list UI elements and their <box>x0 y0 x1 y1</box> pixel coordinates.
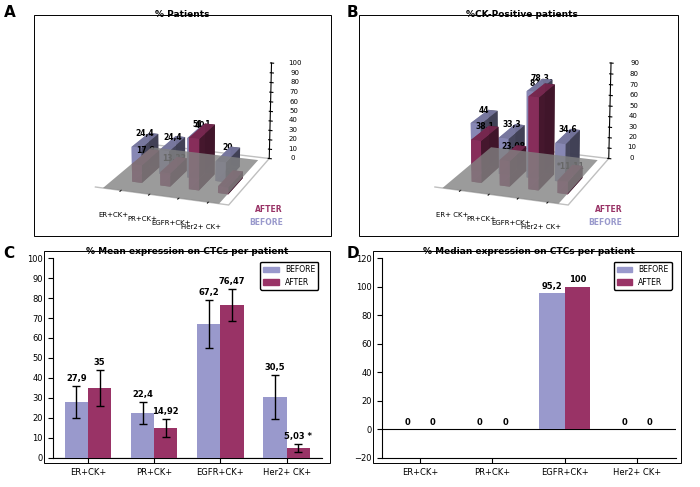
Text: 0: 0 <box>502 418 508 427</box>
Text: 0: 0 <box>622 418 627 427</box>
Bar <box>131 413 154 458</box>
Title: %CK-Positive patients: %CK-Positive patients <box>466 10 578 19</box>
Legend: BEFORE, AFTER: BEFORE, AFTER <box>614 262 672 290</box>
Text: A: A <box>4 5 15 20</box>
Title: % Mean expression on CTCs per patient: % Mean expression on CTCs per patient <box>86 247 288 256</box>
Text: 67,2: 67,2 <box>198 288 219 297</box>
Text: 35: 35 <box>94 358 105 367</box>
Text: BEFORE: BEFORE <box>588 218 622 227</box>
Bar <box>539 294 565 429</box>
Bar <box>88 388 111 458</box>
Bar <box>565 287 590 429</box>
Text: 0: 0 <box>477 418 482 427</box>
Text: 5,03 *: 5,03 * <box>284 432 312 441</box>
Text: D: D <box>346 246 359 261</box>
Text: 27,9: 27,9 <box>66 374 87 383</box>
Title: % Patients: % Patients <box>155 10 209 19</box>
Bar <box>154 428 177 458</box>
Text: B: B <box>346 5 358 20</box>
Bar <box>286 448 309 458</box>
Bar <box>263 397 286 458</box>
Text: 0: 0 <box>647 418 652 427</box>
Text: 0: 0 <box>405 418 410 427</box>
Text: 95,2: 95,2 <box>542 282 562 291</box>
Text: 14,92: 14,92 <box>153 407 179 416</box>
Bar <box>197 323 220 458</box>
Legend: BEFORE, AFTER: BEFORE, AFTER <box>260 262 318 290</box>
Bar <box>220 305 244 458</box>
Title: % Median expression on CTCs per patient: % Median expression on CTCs per patient <box>423 247 634 256</box>
Text: 30,5: 30,5 <box>265 363 286 372</box>
Bar <box>64 402 88 458</box>
Text: 0: 0 <box>430 418 435 427</box>
Text: 100: 100 <box>568 276 586 284</box>
Text: AFTER: AFTER <box>255 206 283 214</box>
Text: C: C <box>4 246 15 261</box>
Text: BEFORE: BEFORE <box>248 218 283 227</box>
Text: 22,4: 22,4 <box>132 390 153 399</box>
Text: 76,47: 76,47 <box>218 277 245 286</box>
Text: AFTER: AFTER <box>594 206 622 214</box>
